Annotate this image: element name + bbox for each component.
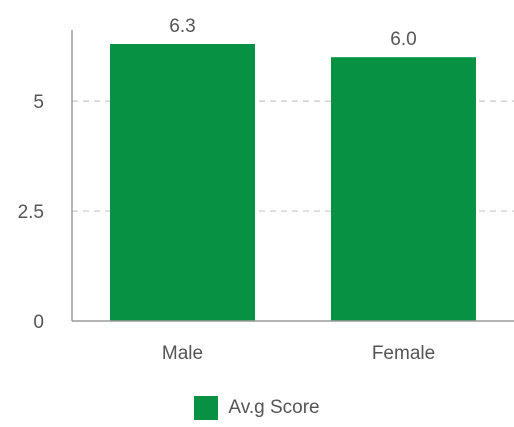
y-tick-label: 0 bbox=[33, 312, 44, 333]
bars bbox=[110, 44, 476, 321]
data-label: 6.3 bbox=[169, 16, 195, 37]
bar-female bbox=[331, 57, 476, 321]
legend-swatch bbox=[194, 396, 219, 420]
x-tick-label: Female bbox=[372, 343, 435, 364]
data-label: 6.0 bbox=[390, 29, 416, 50]
bar-chart: 0 2.5 5 6.3 Male 6.0 Female bbox=[18, 16, 514, 364]
legend-label: Av.g Score bbox=[228, 397, 320, 418]
y-tick-label: 5 bbox=[33, 92, 44, 113]
labels: 0 2.5 5 6.3 Male 6.0 Female bbox=[18, 16, 436, 364]
x-tick-label: Male bbox=[162, 343, 203, 364]
legend: Av.g Score bbox=[0, 396, 514, 420]
bar-male bbox=[110, 44, 255, 321]
axes bbox=[71, 30, 514, 322]
y-tick-label: 2.5 bbox=[18, 202, 44, 223]
